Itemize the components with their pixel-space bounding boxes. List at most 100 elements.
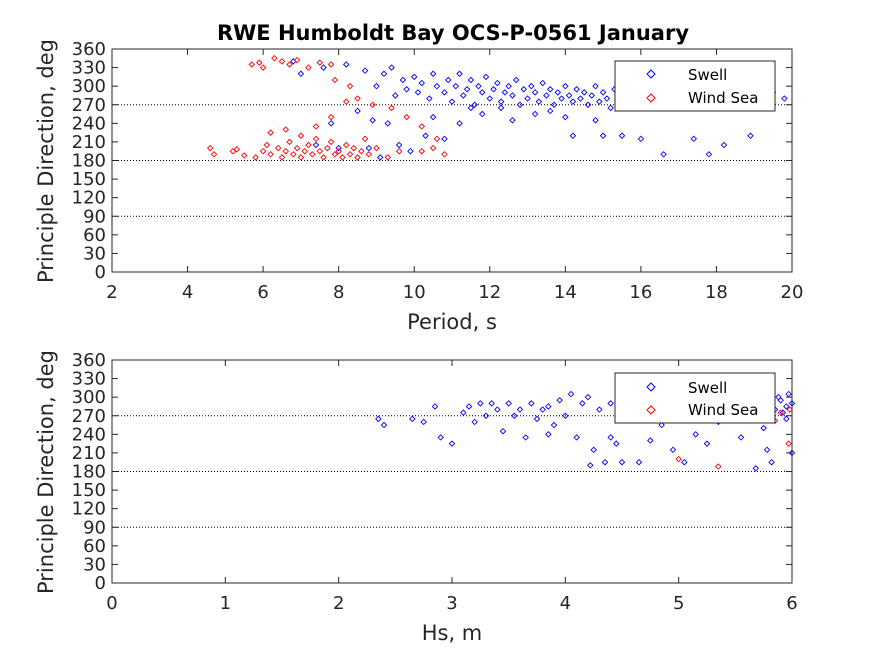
top-swell-point [448,98,456,105]
bottom-x-tick-label: 1 [220,593,231,614]
top-swell-point [705,151,713,158]
top-swell-point [467,76,475,84]
top-swell-point [373,82,380,90]
top-y-tick-label: 150 [72,169,106,190]
bottom-swell-point [783,415,790,423]
bottom-swell-point [573,434,580,441]
top-y-tick-label: 360 [72,39,106,60]
top-legend-swell-marker [646,69,656,79]
bottom-wind-sea-point [777,409,784,416]
top-x-tick-label: 20 [781,282,804,303]
bottom-swell-point [587,462,594,469]
top-wind-sea-point [259,147,267,155]
top-ticks: 2 4 6 8 10 12 14 16 18 20 030609012015018021024027… [72,39,804,303]
bottom-legend-swell-marker [646,382,656,392]
top-x-tick-label: 18 [705,282,728,303]
bottom-swell-point [545,403,552,410]
top-swell-point [478,89,486,96]
top-panel-period-vs-direction: 2 4 6 8 10 12 14 16 18 20 030609012015018021024027… [34,39,803,334]
bottom-y-tick-label: 120 [72,499,106,520]
top-swell-point [565,92,573,99]
top-wind-sea-point [267,151,274,158]
top-wind-sea-point [286,61,293,68]
top-swell-point [554,89,562,96]
bottom-swell-point [584,393,592,401]
top-swell-point [369,116,376,124]
bottom-swell-point [533,415,541,423]
top-y-tick-label: 90 [83,206,106,227]
top-swell-point [422,132,429,139]
top-swell-point [569,132,577,139]
bottom-swell-point [380,421,388,429]
bottom-swell-point [528,400,535,407]
top-x-axis-label: Period, s [407,310,497,334]
top-swell-point [569,98,577,105]
top-legend-windsea-marker [646,93,656,103]
top-swell-point [516,101,524,108]
top-swell-point [312,141,320,149]
top-wind-sea-point [278,154,286,161]
bottom-swell-point [703,440,711,447]
bottom-swell-point [763,446,771,454]
top-swell-point [482,73,490,81]
top-y-tick-label: 210 [72,132,106,153]
bottom-y-tick-label: 30 [83,554,106,575]
top-wind-sea-point [342,98,350,105]
top-legend: Swell Wind Sea [614,60,776,112]
bottom-swell-point [788,400,796,407]
top-swell-point [539,79,546,87]
top-x-tick-label: 10 [403,282,426,303]
top-swell-point [429,70,437,78]
top-swell-point [599,89,607,96]
bottom-y-tick-label: 210 [72,443,106,464]
bottom-swell-point [590,446,597,454]
top-wind-sea-point [210,151,218,158]
top-swell-point [546,86,554,93]
top-wind-sea-point [252,154,259,161]
top-swell-point [426,95,433,102]
top-swell-point [531,89,539,96]
top-swell-point [478,110,486,118]
top-y-tick-label: 0 [95,262,106,283]
bottom-x-tick-label: 3 [446,593,457,614]
top-wind-sea-point [312,123,320,130]
bottom-swell-point [601,458,609,466]
top-swell-point [429,113,437,121]
bottom-swell-point [562,412,569,419]
bottom-x-tick-label: 4 [560,593,571,614]
top-x-tick-label: 16 [629,282,652,303]
top-swell-point [509,116,516,124]
top-swell-point [543,92,550,99]
bottom-swell-point [635,458,643,466]
top-legend-windsea-label: Wind Sea [688,89,758,107]
top-wind-sea-point [373,144,380,152]
bottom-swell-point [785,390,792,398]
top-swell-point [577,95,584,102]
bottom-x-tick-label: 0 [106,593,117,614]
top-swell-point [407,147,414,155]
top-swell-point [562,82,569,90]
top-swell-point [399,76,407,84]
top-swell-point [376,154,384,161]
top-wind-sea-point [293,144,301,152]
top-swell-point [497,98,505,105]
top-swell-point [524,95,531,102]
top-wind-sea-point [346,82,354,90]
top-swell-point [395,141,403,149]
top-swell-point [456,120,463,127]
top-wind-sea-point [240,152,248,159]
top-legend-swell-label: Swell [688,66,727,84]
top-wind-sea-point [403,113,410,121]
top-wind-sea-point [354,154,361,161]
bottom-y-tick-label: 300 [72,387,106,408]
bottom-swell-point [613,440,620,447]
bottom-swell-point [658,421,665,429]
bottom-wind-sea-point [786,406,793,413]
bottom-swell-point [431,403,439,410]
top-wind-sea-point [429,144,437,152]
top-swell-point [388,64,395,71]
top-wind-sea-point [331,151,339,158]
top-y-tick-label: 330 [72,58,106,79]
top-swell-point [607,104,614,112]
